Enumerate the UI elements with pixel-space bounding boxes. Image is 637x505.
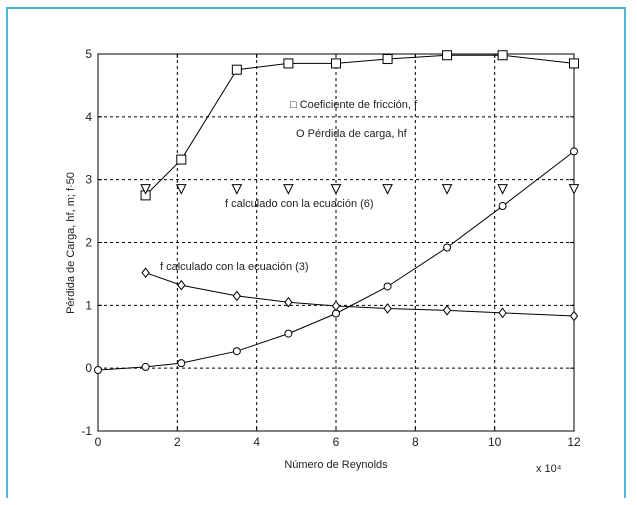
circle-marker: [498, 202, 507, 211]
diamond-marker: [498, 307, 507, 319]
triangle-marker: [231, 184, 243, 195]
square-marker: [176, 154, 187, 165]
square-marker: [442, 50, 453, 61]
triangle-marker: [382, 184, 393, 195]
x-tick-label: 4: [253, 435, 260, 449]
y-tick-label: 4: [85, 110, 92, 124]
x-tick-label: 0: [95, 435, 102, 449]
diamond-marker: [232, 290, 241, 302]
x-axis-label: Número de Reynolds: [284, 459, 388, 471]
y-tick-label: 3: [85, 173, 92, 187]
circle-marker: [284, 329, 293, 338]
annotation-ecuacion-3: f calculado con la ecuación (3): [160, 261, 309, 273]
y-tick-label: 2: [85, 236, 92, 250]
circle-marker: [443, 243, 452, 252]
x-tick-label: 8: [412, 435, 419, 449]
diamond-marker: [331, 300, 341, 312]
grid-lines: [98, 54, 574, 431]
circle-marker: [232, 347, 241, 356]
triangle-marker: [283, 184, 294, 195]
x-tick-label: 12: [567, 435, 581, 449]
diamond-marker: [569, 310, 579, 322]
triangle-marker: [568, 184, 580, 195]
series-line-circle: [97, 150, 575, 371]
y-tick-label: -1: [81, 424, 92, 438]
circle-marker: [94, 366, 102, 375]
y-axis-label: Pérdida de Carga, hf, m; f·50: [65, 172, 77, 314]
square-marker: [331, 58, 341, 69]
triangle-marker: [441, 184, 453, 195]
square-marker: [283, 58, 294, 69]
square-marker: [497, 50, 508, 61]
series-triangle-down: [140, 184, 580, 195]
square-marker: [382, 54, 393, 65]
series-diamond: [141, 267, 579, 322]
circle-marker: [383, 282, 392, 291]
triangle-marker: [330, 184, 342, 195]
series-layer: [94, 50, 580, 375]
annotation-ecuacion-6: f calculado con la ecuación (6): [225, 198, 374, 210]
series-line-square: [145, 54, 575, 196]
circle-marker: [570, 147, 578, 156]
circle-marker: [141, 362, 150, 371]
y-tick-label: 0: [85, 361, 92, 375]
annotation-perdida-carga: O Pérdida de carga, hf: [296, 128, 408, 140]
circle-marker: [177, 359, 186, 368]
triangle-marker: [497, 184, 508, 195]
diamond-marker: [284, 296, 293, 308]
series-line-diamond: [145, 272, 575, 317]
diamond-marker: [383, 303, 392, 314]
series-square: [140, 50, 579, 201]
figure-frame: [6, 7, 626, 498]
y-tick-label: 1: [85, 298, 92, 312]
triangle-marker: [140, 184, 151, 195]
y-tick-label: 5: [85, 47, 92, 61]
x-tick-label: 2: [174, 435, 181, 449]
diamond-marker: [141, 267, 150, 278]
x-multiplier-label: x 10⁴: [536, 463, 562, 475]
diamond-marker: [177, 279, 186, 291]
x-tick-label: 10: [488, 435, 502, 449]
triangle-marker: [175, 184, 187, 195]
diamond-marker: [442, 305, 452, 316]
square-marker: [231, 64, 242, 75]
square-marker: [569, 58, 579, 69]
annotation-coef-friccion: □ Coeficiente de fricción, f: [290, 99, 418, 111]
x-tick-label: 6: [333, 435, 340, 449]
